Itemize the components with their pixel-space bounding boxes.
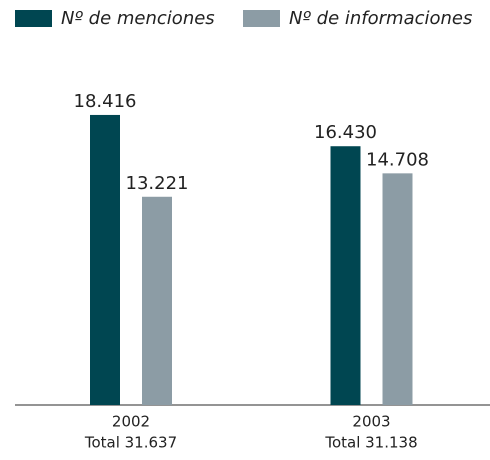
legend-label: Nº de informaciones xyxy=(289,8,472,29)
legend-label: Nº de menciones xyxy=(61,8,215,29)
legend-swatch xyxy=(15,10,52,27)
data-label: 14.708 xyxy=(366,149,429,170)
legend-swatch xyxy=(243,10,280,27)
bar xyxy=(90,114,120,405)
bar xyxy=(382,173,413,405)
x-tick-label: 2003 xyxy=(352,413,390,431)
bar xyxy=(330,146,361,406)
data-label: 16.430 xyxy=(314,122,377,143)
category-total: Total 31.138 xyxy=(324,434,417,452)
bar xyxy=(142,196,172,405)
data-label: 13.221 xyxy=(126,173,189,194)
x-tick-label: 2002 xyxy=(112,413,150,431)
category-total: Total 31.637 xyxy=(84,434,177,452)
data-label: 18.416 xyxy=(74,91,137,112)
